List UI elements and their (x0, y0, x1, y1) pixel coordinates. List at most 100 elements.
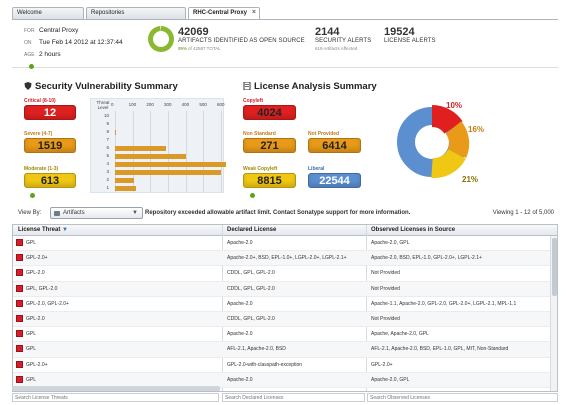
table-row[interactable]: GPL AFL-2.1, Apache-2.0, BSD AFL-2.1, Apac… (13, 342, 551, 358)
histogram-tick-label: 0 (111, 102, 114, 107)
declared-cell: Apache-2.0 (227, 300, 253, 307)
threat-cell: GPL (26, 331, 37, 338)
threat-level-label: 10 (103, 113, 109, 118)
declared-cell: Apache-2.0+, BSD, EPL-1.0+, LGPL-2.0+, L… (227, 255, 347, 262)
observed-cell: GPL-2.0+ (371, 361, 393, 368)
tab-welcome[interactable]: Welcome (12, 7, 84, 19)
tab-repositories[interactable]: Repositories (86, 7, 186, 19)
view-by-value: Artifacts (63, 210, 85, 216)
column-header-threat[interactable]: License Threat ▼ (18, 227, 68, 233)
table-row[interactable]: GPL, GPL-2.0 CDDL, GPL, GPL-2.0 Not Provid… (13, 281, 551, 297)
histogram-gridline (115, 111, 116, 192)
table-row[interactable]: GPL-2.0 CDDL, GPL, GPL-2.0 Not Provided (13, 266, 551, 282)
license-summary-title-text: License Analysis Summary (254, 81, 377, 92)
notprovided-count-button[interactable]: 6414 (308, 138, 361, 153)
tab-rhc-central-proxy[interactable]: RHC-Central Proxy × (188, 7, 260, 19)
notprovided-label: Not Provided (308, 131, 340, 137)
table-row[interactable]: GPL Apache-2.0 Apache, Apache-2.0, GPL (13, 327, 551, 343)
horizontal-scrollbar[interactable] (12, 386, 220, 391)
histogram-tick-label: 200 (146, 102, 154, 107)
threat-level-label: 8 (106, 129, 109, 134)
for-value: Central Proxy (39, 27, 79, 34)
summary-header: FOR Central Proxy ON Tue Feb 14 2012 at … (12, 20, 558, 69)
threat-level-label: 9 (106, 121, 109, 126)
donut-notprovided-slice (445, 121, 470, 158)
threat-cell: GPL (26, 376, 37, 383)
liberal-label: Liberal (308, 166, 325, 172)
security-summary-title: Security Vulnerability Summary (24, 81, 178, 92)
table-toolbar: View By: Artifacts ▼ Repository exceeded… (12, 206, 558, 222)
chevron-down-icon: ▼ (132, 210, 138, 216)
tab-label: Repositories (91, 10, 125, 16)
sort-desc-icon: ▼ (62, 227, 68, 233)
table-row[interactable]: GPL-2.0+ GPL-2.0-with-classpath-exception… (13, 358, 551, 373)
threat-cell: GPL-2.0, GPL-2.0+ (26, 300, 69, 307)
table-row[interactable]: GPL-2.0 CDDL, GPL, GPL-2.0 Not Provided (13, 312, 551, 328)
column-header-declared[interactable]: Declared License (227, 227, 277, 233)
close-icon[interactable]: × (251, 9, 256, 16)
severe-label: Severe (4-7) (24, 131, 53, 137)
pie-label-weak: 21% (462, 175, 478, 184)
threat-cell: GPL (26, 240, 37, 246)
pie-label-notprovided: 16% (468, 125, 484, 134)
threat-cell: GPL-2.0+ (26, 255, 48, 262)
security-alerts-label: SECURITY ALERTS (315, 38, 372, 44)
table-row[interactable]: GPL Apache-2.0 Apache-2.0, GPL (13, 236, 551, 252)
security-status-dot-icon (30, 193, 35, 198)
threat-level-label: 4 (106, 161, 109, 166)
threat-level-bar[interactable] (115, 178, 135, 183)
nonstandard-label: Non Standard (243, 131, 276, 137)
license-threat-icon (16, 269, 23, 277)
threat-level-bar[interactable] (115, 186, 137, 191)
age-value: 2 hours (39, 51, 61, 58)
search-observed-licenses-input[interactable] (367, 393, 558, 402)
declared-cell: Apache-2.0 (227, 331, 253, 338)
license-threat-icon (16, 315, 23, 322)
view-by-label: View By: (18, 210, 42, 216)
scrollbar-thumb[interactable] (552, 238, 557, 296)
threat-level-bar[interactable] (115, 162, 227, 167)
shield-icon (24, 82, 32, 90)
declared-cell: AFL-2.1, Apache-2.0, BSD (227, 346, 286, 353)
search-declared-licenses-input[interactable] (222, 393, 365, 402)
declared-cell: CDDL, GPL, GPL-2.0 (227, 316, 275, 322)
view-by-select[interactable]: Artifacts ▼ (50, 207, 143, 219)
artifacts-pct: 99% (178, 46, 188, 51)
license-threat-icon (16, 345, 23, 353)
table-row[interactable]: GPL Apache-2.0 Apache-2.0, GPL (13, 372, 551, 388)
search-license-threats-input[interactable] (12, 393, 219, 402)
severe-count-button[interactable]: 1519 (24, 138, 76, 153)
pie-label-copyleft: 10% (446, 101, 462, 110)
security-summary-title-text: Security Vulnerability Summary (35, 81, 178, 92)
observed-cell: Not Provided (371, 316, 400, 322)
observed-cell: Apache-2.0, GPL (371, 240, 410, 246)
liberal-count-button[interactable]: 22544 (308, 173, 361, 188)
moderate-count-button[interactable]: 613 (24, 173, 76, 188)
weak-copyleft-count-button[interactable]: 8815 (243, 173, 296, 188)
license-status-dot-icon (250, 193, 255, 198)
license-summary-title: License Analysis Summary (243, 81, 377, 92)
artifact-icon (54, 211, 60, 216)
observed-cell: AFL-2.1, Apache-2.0, BSD, EPL-1.0, GPL, … (371, 346, 509, 353)
observed-cell: Not Provided (371, 285, 400, 292)
nonstandard-count-button[interactable]: 271 (243, 138, 296, 153)
column-header-observed[interactable]: Observed Licenses in Source (371, 227, 456, 233)
copyleft-count-button[interactable]: 4024 (243, 105, 296, 120)
observed-cell: Apache-2.0, GPL (371, 376, 410, 383)
threat-level-label: 3 (106, 169, 109, 174)
vertical-scrollbar[interactable] (550, 236, 557, 391)
observed-cell: Apache-2.0, BSD, EPL-1.0, GPL-2.0+, LGPL… (371, 255, 482, 262)
threat-level-bar[interactable] (115, 170, 221, 175)
observed-cell: Apache, Apache-2.0, GPL (371, 331, 429, 338)
threat-level-label: 7 (106, 137, 109, 142)
threat-level-histogram: Threat Level 0 100 200 300 400 500 600 10 9 8 7 6 5 4… (90, 98, 227, 193)
table-row[interactable]: GPL-2.0+ Apache-2.0+, BSD, EPL-1.0+, LGPL… (13, 251, 551, 267)
threat-level-bar[interactable] (115, 146, 167, 151)
threat-level-bar[interactable] (115, 130, 116, 135)
declared-cell: Apache-2.0 (227, 240, 253, 246)
license-threat-icon (16, 299, 23, 307)
threat-level-bar[interactable] (115, 154, 186, 159)
table-row[interactable]: GPL-2.0, GPL-2.0+ Apache-2.0 Apache-1.1, A… (13, 297, 551, 312)
critical-count-button[interactable]: 12 (24, 105, 76, 120)
threat-level-label: 2 (106, 177, 109, 182)
